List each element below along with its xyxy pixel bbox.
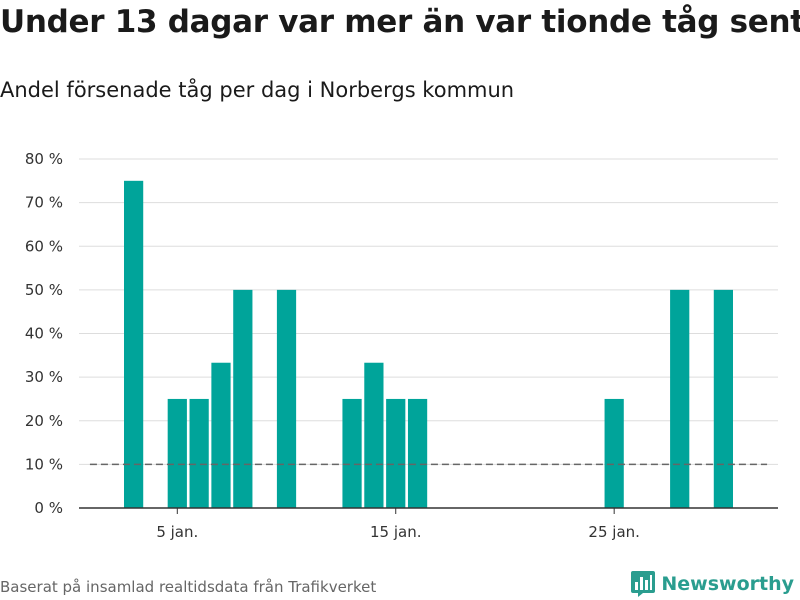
gridlines	[79, 158, 778, 465]
y-tick-label: 0 %	[34, 499, 63, 517]
bar-chart: 0 % 10 % 20 % 30 % 40 % 50 % 60 % 70 % 80 % 5 jan…	[25, 150, 778, 541]
bar	[386, 398, 406, 508]
chart-subtitle: Andel försenade tåg per dag i Norbergs k…	[0, 78, 515, 102]
bar	[167, 398, 187, 508]
brand-name: Newsworthy	[661, 573, 794, 595]
y-tick-label: 70 %	[25, 194, 63, 212]
x-tick-label: 15 jan.	[370, 523, 422, 541]
bar	[189, 398, 209, 508]
bar	[364, 362, 384, 508]
bar	[670, 289, 690, 508]
bar	[604, 398, 624, 508]
bar	[713, 289, 734, 508]
bar	[233, 289, 253, 508]
y-tick-label: 50 %	[25, 281, 63, 299]
y-tick-label: 60 %	[25, 237, 63, 255]
bar	[342, 398, 362, 508]
x-tick-label: 5 jan.	[156, 523, 198, 541]
y-tick-label: 30 %	[25, 368, 63, 386]
chart-title: Under 13 dagar var mer än var tionde tåg…	[0, 4, 800, 40]
bars	[123, 180, 734, 508]
bar	[211, 362, 231, 508]
y-tick-label: 80 %	[25, 150, 63, 168]
y-tick-label: 40 %	[25, 325, 63, 343]
axes: 0 % 10 % 20 % 30 % 40 % 50 % 60 % 70 % 80 % 5 jan…	[25, 150, 778, 541]
x-tick-label: 25 jan.	[588, 523, 640, 541]
y-tick-label: 10 %	[25, 455, 63, 473]
y-tick-label: 20 %	[25, 412, 63, 430]
newsworthy-logo-icon	[631, 571, 656, 597]
bar	[276, 289, 297, 508]
source-note: Baserat på insamlad realtidsdata från Tr…	[0, 578, 377, 596]
bar	[123, 180, 144, 508]
brand-logo: Newsworthy	[630, 568, 794, 600]
bar	[407, 398, 428, 508]
